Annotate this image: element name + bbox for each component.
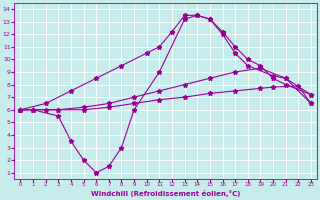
X-axis label: Windchill (Refroidissement éolien,°C): Windchill (Refroidissement éolien,°C)	[91, 190, 240, 197]
